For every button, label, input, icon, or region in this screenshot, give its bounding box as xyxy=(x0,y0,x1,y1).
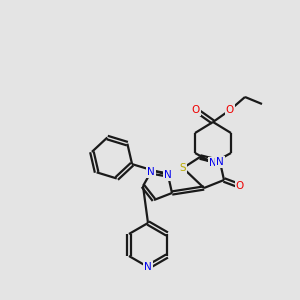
Text: O: O xyxy=(192,105,200,115)
Text: O: O xyxy=(226,105,234,115)
Text: N: N xyxy=(209,158,217,168)
Text: O: O xyxy=(236,181,244,191)
Text: N: N xyxy=(164,170,172,180)
Text: N: N xyxy=(147,167,155,177)
Text: N: N xyxy=(216,157,224,167)
Text: N: N xyxy=(144,262,152,272)
Text: S: S xyxy=(180,163,186,173)
